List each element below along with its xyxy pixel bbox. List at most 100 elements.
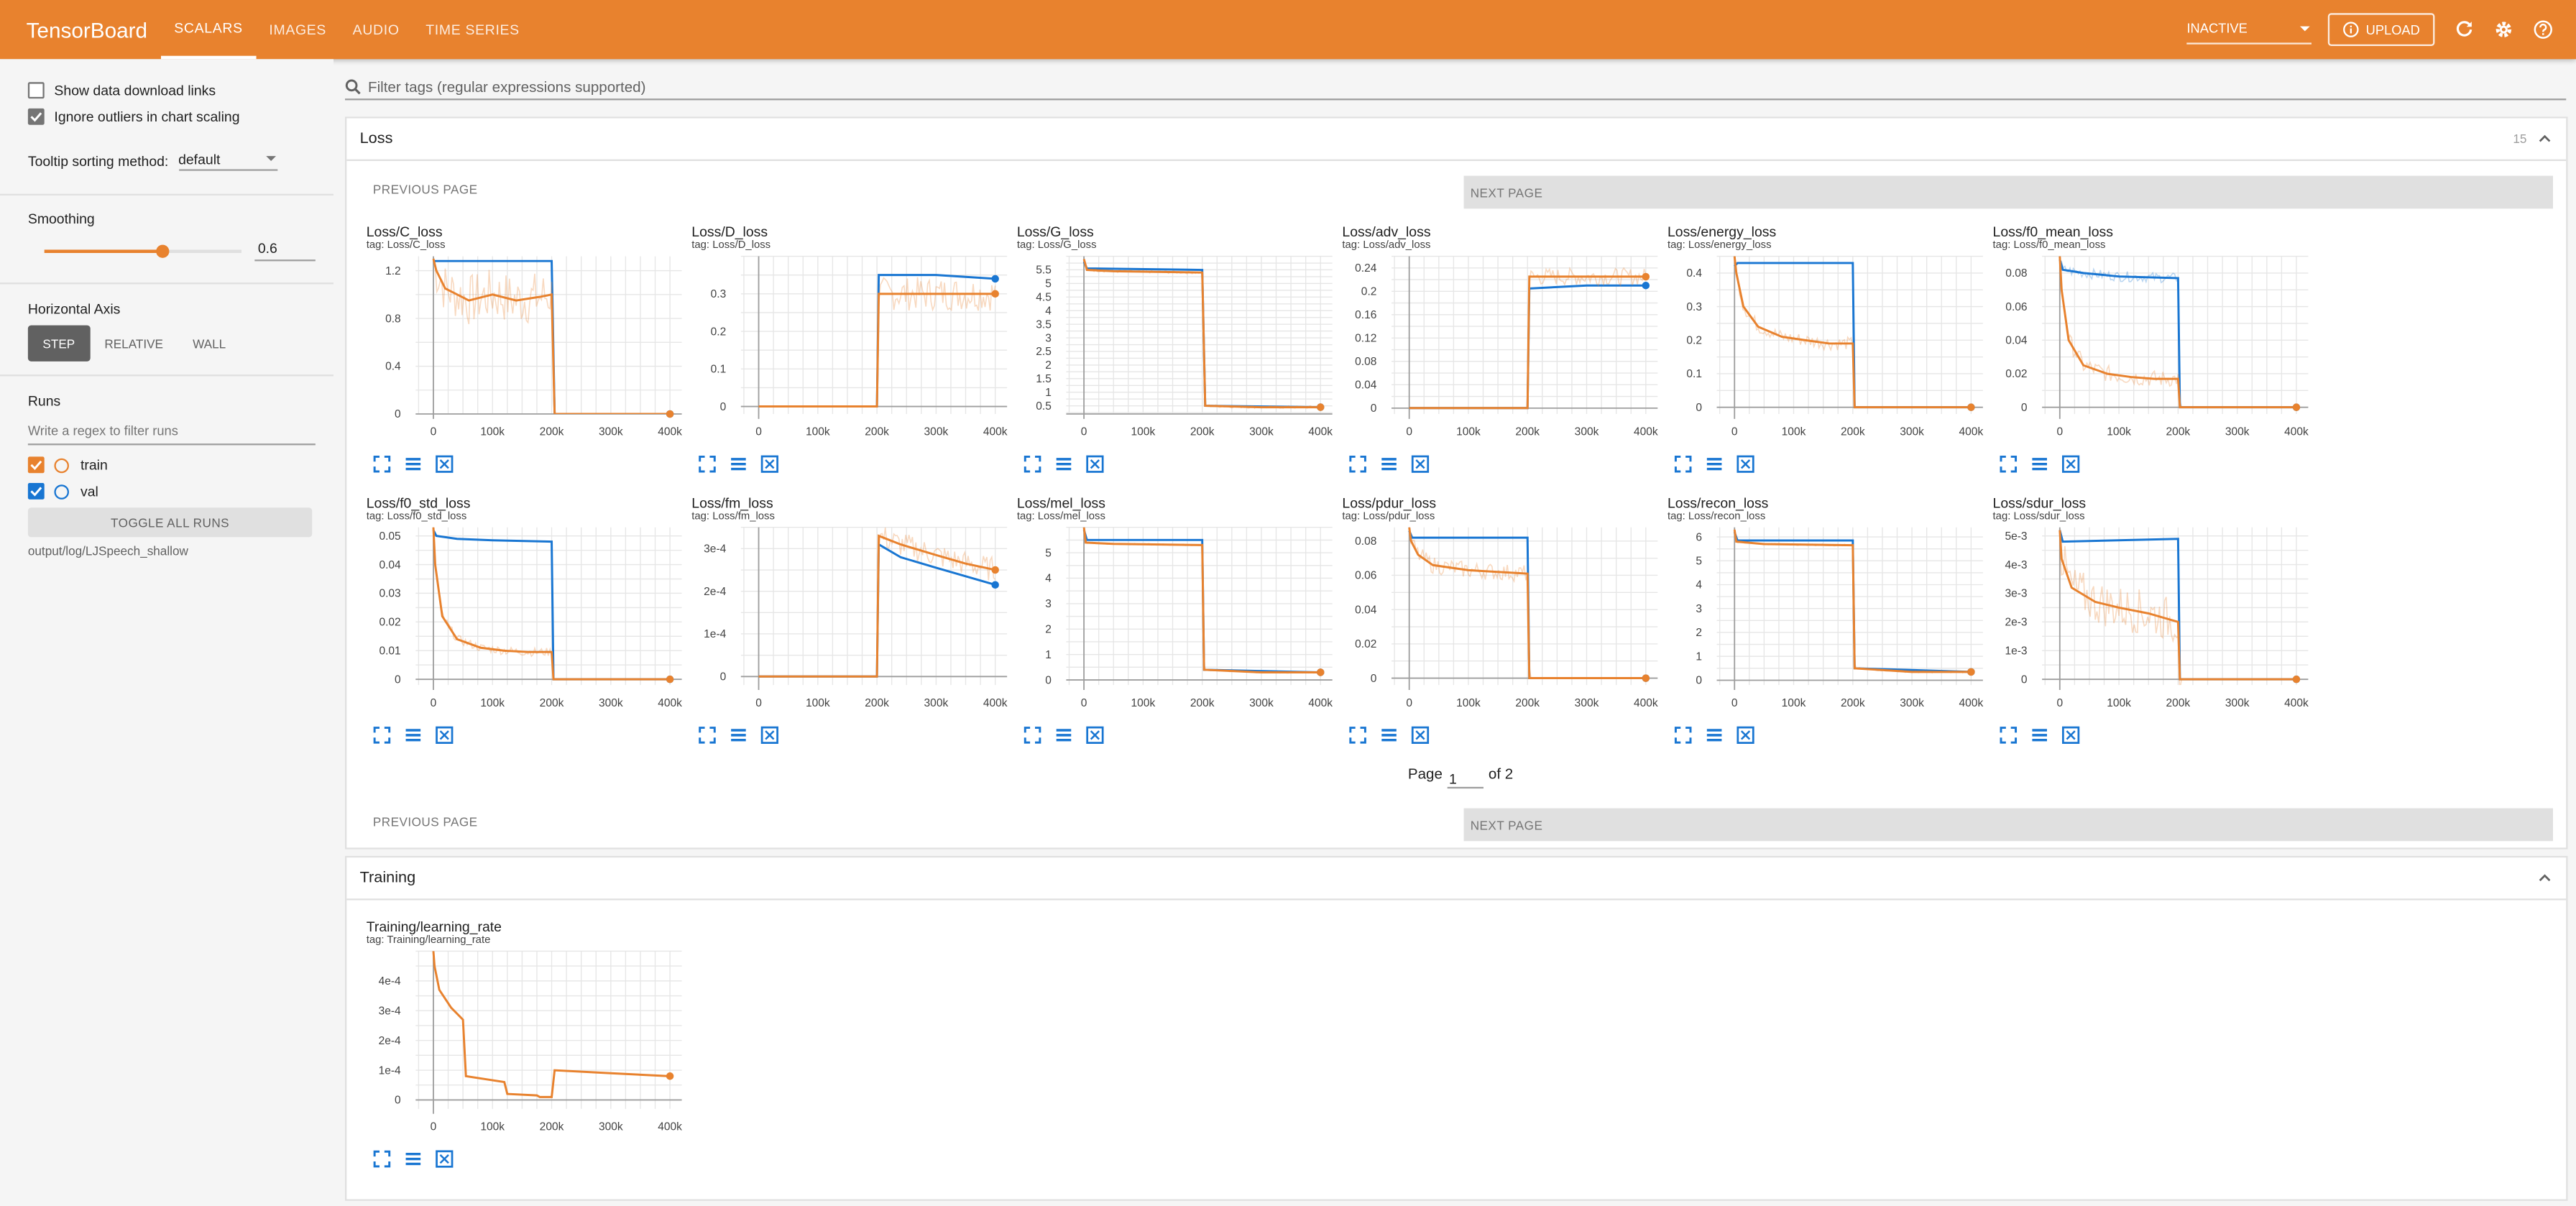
training-category-header[interactable]: Training [346,857,2567,901]
expand-chart-button[interactable] [372,1149,393,1170]
fit-domain-button[interactable] [759,454,781,475]
checkbox-checked-icon[interactable] [27,482,45,500]
run-val-row[interactable]: val [27,482,98,500]
fit-domain-button[interactable] [2060,724,2082,746]
fit-domain-button[interactable] [2060,454,2082,475]
expand-chart-button[interactable] [696,724,718,746]
smoothing-slider[interactable] [44,244,242,258]
line-chart-plot[interactable]: 0 1e-3 2e-3 3e-3 4e-3 5e-3 0 100k 200k 300k 400k [1993,524,2315,718]
settings-button[interactable] [2484,10,2524,50]
chart-toolbar [372,724,456,746]
toggle-log-scale-button[interactable] [2029,724,2051,746]
help-button[interactable] [2524,10,2563,50]
line-chart-plot[interactable]: 0 0.02 0.04 0.06 0.08 0 100k 200k 300k 400k [1342,524,1664,718]
toggle-log-scale-button[interactable] [1379,454,1400,475]
fit-domain-button[interactable] [1085,724,1106,746]
scalar-chart-card: Loss/adv_loss tag: Loss/adv_loss 0 0.04 0.08… [1342,224,1664,483]
line-chart-plot[interactable]: 0 0.1 0.2 0.3 0 100k 200k 300k 400k [691,253,1013,447]
line-chart-plot[interactable]: 0 0.02 0.04 0.06 0.08 0 100k 200k 300k 400k [1993,253,2315,447]
line-chart-plot[interactable]: 0 1e-4 2e-4 3e-4 0 100k 200k 300k 400k [691,524,1013,718]
toggle-log-scale-button[interactable] [402,454,424,475]
toggle-log-scale-button[interactable] [402,724,424,746]
smoothing-slider-thumb[interactable] [156,244,170,258]
show-download-links-checkbox[interactable]: Show data download links [27,82,216,99]
tab-audio[interactable]: AUDIO [352,21,400,38]
expand-chart-button[interactable] [1997,454,2019,475]
line-chart-plot[interactable]: 0.51 1.522.5 33.544.5 55.5 0 100k 200k 300k 400k [1017,253,1339,447]
line-chart-plot[interactable]: 0 0.04 0.08 0.12 0.16 0.2 0.24 0 100k 200k 300k 400… [1342,253,1664,447]
next-page-button[interactable]: NEXT PAGE [1463,808,2553,842]
toggle-log-scale-button[interactable] [1053,454,1075,475]
tab-time-series[interactable]: TIME SERIES [426,21,520,38]
fit-domain-button[interactable] [1409,454,1431,475]
line-chart-plot[interactable]: 0 0.1 0.2 0.3 0.4 0 100k 200k 300k 400k [1668,253,1990,447]
expand-chart-button[interactable] [1997,724,2019,746]
expand-chart-button[interactable] [1347,454,1368,475]
ignore-outliers-checkbox[interactable]: Ignore outliers in chart scaling [27,108,240,125]
y-tick-label: 0.24 [1355,262,1377,275]
expand-chart-button[interactable] [1022,454,1044,475]
line-chart-plot[interactable]: 0 1e-4 2e-4 3e-4 4e-4 0 100k 200k 300k 400k [367,948,689,1142]
fit-domain-button[interactable] [1085,454,1106,475]
page-number-input[interactable]: 1 [1447,770,1484,789]
expand-chart-button[interactable] [1673,724,1694,746]
toggle-log-scale-button[interactable] [1053,724,1075,746]
previous-page-button[interactable]: PREVIOUS PAGE [372,814,478,830]
line-chart-plot[interactable]: 0 1 2 3 4 5 6 0 100k 200k 300k 400k [1668,524,1990,718]
toggle-log-scale-button[interactable] [402,1149,424,1170]
smoothing-input[interactable]: 0.6 [254,240,316,262]
upload-button[interactable]: UPLOAD [2328,13,2435,46]
expand-chart-button[interactable] [372,454,393,475]
axis-step-button[interactable]: STEP [27,325,90,362]
chevron-up-icon[interactable] [2538,133,2551,143]
toggle-log-scale-button[interactable] [728,454,750,475]
fullscreen-icon [1024,455,1041,473]
toggle-all-runs-button[interactable]: TOGGLE ALL RUNS [27,507,313,538]
expand-chart-button[interactable] [1673,454,1694,475]
y-tick-label: 1 [1045,649,1052,661]
tab-scalars[interactable]: SCALARS [160,0,257,60]
run-color-circle-icon[interactable] [54,457,69,473]
toggle-log-scale-button[interactable] [1703,454,1725,475]
fit-domain-button[interactable] [1409,724,1431,746]
run-train-row[interactable]: train [27,456,108,474]
fit-domain-button[interactable] [433,724,455,746]
chart-tag: tag: Loss/fm_loss [691,510,775,523]
toggle-log-scale-button[interactable] [2029,454,2051,475]
checkbox-checked-icon[interactable] [27,456,45,474]
series-endpoint-val [991,581,999,589]
axis-wall-button[interactable]: WALL [193,336,226,351]
toggle-log-scale-button[interactable] [1379,724,1400,746]
inactive-plugins-dropdown[interactable]: INACTIVE [2186,15,2312,45]
series-endpoint-train [666,1072,674,1080]
scalar-chart-card: Loss/sdur_loss tag: Loss/sdur_loss 0 1e-3 2e… [1993,494,2315,754]
line-chart-plot[interactable]: 0 1 2 3 4 5 0 100k 200k 300k 400k [1017,524,1339,718]
fit-domain-button[interactable] [1735,724,1757,746]
fit-domain-button[interactable] [433,454,455,475]
chevron-up-icon[interactable] [2538,873,2551,883]
loss-category-header[interactable]: Loss 15 [346,119,2567,161]
axis-relative-button[interactable]: RELATIVE [104,336,163,351]
run-color-circle-icon[interactable] [54,484,69,499]
x-tick-label: 200k [540,697,564,709]
expand-chart-button[interactable] [1347,724,1368,746]
line-chart-plot[interactable]: 0 0.01 0.02 0.03 0.04 0.05 0 100k 200k 300k 400k [367,524,689,718]
scalar-chart-card: Loss/recon_loss tag: Loss/recon_loss 0 1 2 3 4… [1668,494,1990,754]
toggle-log-scale-button[interactable] [728,724,750,746]
tab-images[interactable]: IMAGES [269,21,327,38]
line-chart-plot[interactable]: 0 0.4 0.8 1.2 0 100k 200k 300k 400k [367,253,689,447]
expand-chart-button[interactable] [696,454,718,475]
expand-chart-button[interactable] [1022,724,1044,746]
expand-chart-button[interactable] [372,724,393,746]
chart-toolbar [1997,724,2082,746]
fit-domain-button[interactable] [1735,454,1757,475]
fit-domain-button[interactable] [433,1149,455,1170]
fit-domain-button[interactable] [759,724,781,746]
tag-filter-input[interactable]: Filter tags (regular expressions support… [344,74,2567,101]
previous-page-button[interactable]: PREVIOUS PAGE [372,182,478,198]
next-page-button[interactable]: NEXT PAGE [1463,175,2553,209]
tooltip-sorting-select[interactable]: default [178,151,277,171]
refresh-button[interactable] [2444,10,2484,50]
runs-filter-input[interactable]: Write a regex to filter runs [27,424,316,446]
toggle-log-scale-button[interactable] [1703,724,1725,746]
